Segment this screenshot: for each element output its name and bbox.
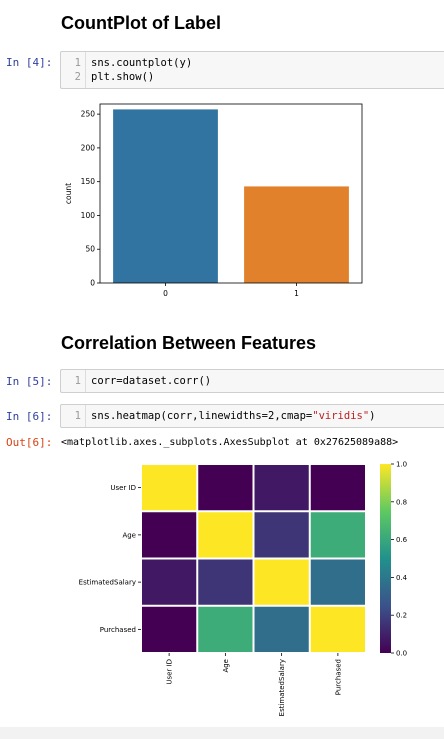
heatmap-cell bbox=[198, 606, 253, 652]
heatmap-cell bbox=[254, 465, 309, 511]
bar-1 bbox=[244, 186, 349, 283]
code-cell-5[interactable]: 1 corr=dataset.corr() bbox=[60, 369, 444, 393]
notebook-bottom-area bbox=[0, 727, 444, 739]
heatmap-cell bbox=[310, 465, 365, 511]
output-text: <matplotlib.axes._subplots.AxesSubplot a… bbox=[61, 437, 399, 448]
code-line[interactable]: sns.countplot(y) bbox=[91, 57, 193, 69]
heatmap-cell bbox=[310, 512, 365, 558]
x-tick-label: Age bbox=[222, 659, 230, 673]
output-prompt-6: Out[6]: bbox=[6, 436, 53, 449]
x-tick-label: 1 bbox=[294, 289, 299, 298]
colorbar-tick-label: 0.6 bbox=[396, 536, 408, 544]
code-text: ) bbox=[369, 410, 376, 422]
colorbar-tick-label: 0.0 bbox=[396, 650, 407, 658]
heatmap-cell bbox=[198, 465, 253, 511]
code-line[interactable]: sns.heatmap(corr,linewidths=2,cmap="viri… bbox=[91, 410, 376, 422]
line-number: 1 bbox=[74, 410, 81, 422]
y-tick-label: User ID bbox=[110, 484, 136, 492]
code-cell-4[interactable]: 1 sns.countplot(y) 2 plt.show() bbox=[60, 51, 444, 89]
heatmap-cell bbox=[254, 512, 309, 558]
line-gutter bbox=[85, 52, 86, 88]
y-tick-label: 0 bbox=[90, 279, 95, 288]
line-number: 2 bbox=[74, 71, 81, 83]
colorbar-tick-label: 0.4 bbox=[396, 574, 408, 582]
heading-correlation: Correlation Between Features bbox=[61, 333, 317, 353]
y-tick-label: Age bbox=[122, 531, 136, 539]
y-axis-label: count bbox=[64, 183, 73, 204]
x-tick-label: 0 bbox=[163, 289, 168, 298]
heatmap-cell bbox=[198, 512, 253, 558]
heatmap-cell bbox=[142, 559, 197, 605]
line-gutter bbox=[85, 405, 86, 427]
y-tick-label: 100 bbox=[81, 211, 96, 220]
input-prompt-4: In [4]: bbox=[6, 56, 53, 69]
colorbar-tick-label: 1.0 bbox=[396, 461, 407, 469]
code-text: sns.heatmap(corr,linewidths=2,cmap= bbox=[91, 410, 313, 422]
heatmap-cell bbox=[142, 606, 197, 652]
code-line[interactable]: plt.show() bbox=[91, 71, 155, 83]
heatmap-cell bbox=[142, 512, 197, 558]
x-tick-label: Purchased bbox=[334, 659, 342, 695]
heatmap-cell bbox=[310, 606, 365, 652]
colorbar-tick-label: 0.2 bbox=[396, 612, 407, 620]
code-cell-6[interactable]: 1 sns.heatmap(corr,linewidths=2,cmap="vi… bbox=[60, 404, 444, 428]
correlation-heatmap: User ID User ID Age Age EstimatedSalary Estim… bbox=[79, 461, 408, 717]
y-tick-label: 250 bbox=[81, 110, 96, 119]
code-string: "viridis" bbox=[312, 410, 370, 422]
y-tick-label: 150 bbox=[81, 177, 96, 186]
input-prompt-5: In [5]: bbox=[6, 375, 53, 388]
x-tick-label: User ID bbox=[166, 659, 174, 685]
heatmap-cell bbox=[254, 606, 309, 652]
heatmap-cell bbox=[142, 465, 197, 511]
x-tick-label: EstimatedSalary bbox=[278, 659, 286, 716]
heading-countplot: CountPlot of Label bbox=[61, 13, 221, 33]
input-prompt-6: In [6]: bbox=[6, 410, 53, 423]
heatmap-cell bbox=[310, 559, 365, 605]
line-number: 1 bbox=[74, 375, 81, 387]
bar-0 bbox=[113, 109, 218, 283]
line-gutter bbox=[85, 370, 86, 392]
code-line[interactable]: corr=dataset.corr() bbox=[91, 375, 212, 387]
countplot-chart: 0 1 0 50 100 150 200 250 count bbox=[64, 103, 363, 298]
y-tick-label: 200 bbox=[81, 143, 96, 152]
plot-frame bbox=[99, 103, 363, 284]
y-tick-label: Purchased bbox=[100, 626, 136, 634]
heatmap-cell bbox=[198, 559, 253, 605]
y-tick-label: 50 bbox=[85, 245, 95, 254]
line-number: 1 bbox=[74, 57, 81, 69]
colorbar bbox=[380, 464, 391, 653]
heatmap-cell bbox=[254, 559, 309, 605]
y-tick-label: EstimatedSalary bbox=[79, 579, 136, 587]
colorbar-tick-label: 0.8 bbox=[396, 498, 407, 506]
